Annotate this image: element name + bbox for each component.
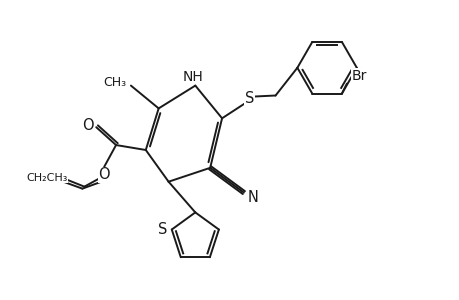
Text: CH₂CH₃: CH₂CH₃ bbox=[26, 173, 67, 183]
Text: O: O bbox=[98, 167, 110, 182]
Text: S: S bbox=[245, 91, 254, 106]
Text: NH: NH bbox=[183, 70, 203, 84]
Text: N: N bbox=[247, 190, 257, 205]
Text: S: S bbox=[158, 222, 167, 237]
Text: Br: Br bbox=[351, 69, 366, 83]
Text: O: O bbox=[82, 118, 94, 133]
Text: CH₃: CH₃ bbox=[103, 76, 126, 89]
